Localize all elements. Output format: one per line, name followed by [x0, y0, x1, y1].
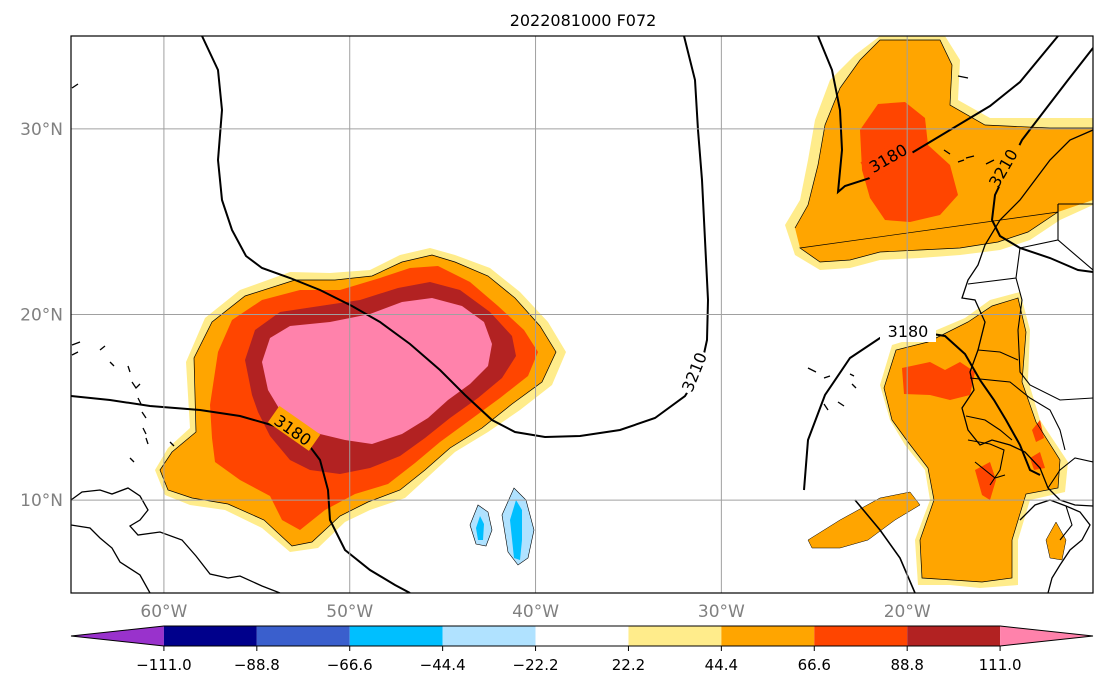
anomaly-blob-central — [155, 248, 566, 552]
colorbar-segment — [163, 626, 257, 646]
colorbar-segment — [1000, 626, 1093, 646]
colorbar-tick-label: −22.2 — [513, 656, 559, 674]
coast-canary-1 — [943, 149, 951, 155]
coast-island-13 — [71, 83, 79, 89]
lon-tick-label: 40°W — [512, 602, 559, 622]
coast-island-9 — [142, 427, 147, 435]
coast-capeverde-3 — [849, 373, 855, 377]
blob-ne-band-44 — [795, 40, 1093, 262]
contour-3180-west — [71, 395, 411, 593]
coast-island-11 — [129, 457, 135, 463]
coast-island-1 — [71, 341, 81, 346]
colorbar-tick-label: 88.8 — [890, 656, 923, 674]
coast-island-2 — [71, 351, 79, 356]
colorbar-tick-label: −88.8 — [234, 656, 280, 674]
coast-island-3 — [99, 345, 106, 351]
colorbar-tick-label: 66.6 — [798, 656, 831, 674]
neg-blob-1-inner — [476, 516, 484, 540]
contour-3180-se — [803, 330, 1041, 491]
coast-capeverde-2 — [823, 375, 831, 379]
lat-tick-label: 20°N — [20, 306, 63, 326]
figure-title: 2022081000 F072 — [510, 11, 657, 30]
blob-se-band-66a — [902, 362, 975, 400]
border-6 — [977, 349, 1019, 361]
border-9 — [967, 439, 1005, 486]
colorbar-segment — [349, 626, 443, 646]
blob-small-band-right — [1045, 521, 1067, 561]
blob-central-band-111 — [262, 298, 492, 444]
colorbar-segment — [256, 626, 350, 646]
lon-tick-label: 30°W — [698, 602, 745, 622]
colorbar-segment — [535, 626, 629, 646]
colorbar-tick-label: −44.4 — [420, 656, 466, 674]
contour-3210-ne — [990, 47, 1093, 273]
coast-gulf-guinea — [1019, 499, 1091, 593]
border-5 — [1015, 277, 1093, 401]
colorbar-tick-label: −66.6 — [327, 656, 373, 674]
coast-island-5 — [127, 365, 131, 373]
colorbar-segment — [814, 626, 908, 646]
border-11 — [1047, 457, 1093, 489]
coast-island-12 — [169, 441, 175, 447]
border-12 — [1059, 505, 1073, 541]
coast-capeverde-4 — [851, 383, 857, 389]
border-10 — [974, 461, 1006, 479]
map-frame — [70, 35, 1094, 594]
blob-se-band-66d — [1030, 452, 1045, 470]
coast-canary-3 — [965, 155, 975, 159]
lon-tick-label: 60°W — [140, 602, 187, 622]
anomaly-negative-small — [469, 487, 535, 566]
border-8 — [965, 415, 1013, 441]
contour-label-3180-se: 3180 — [888, 322, 929, 341]
colorbar-segment — [721, 626, 815, 646]
coast-capeverde-5 — [823, 403, 829, 411]
blob-se-band-66b — [975, 462, 996, 500]
coast-nw-africa — [961, 129, 1093, 507]
colorbar-tick-label: 111.0 — [979, 656, 1022, 674]
coast-island-4 — [109, 361, 115, 367]
coast-island-8 — [141, 411, 147, 419]
border-3 — [1019, 239, 1093, 271]
coast-madeira — [957, 75, 969, 79]
coast-island-6 — [131, 381, 141, 390]
lon-tick-label: 50°W — [326, 602, 373, 622]
coast-island-10 — [145, 437, 149, 445]
colorbar-tick-label: 44.4 — [705, 656, 738, 674]
coast-island-7 — [137, 397, 142, 405]
coastlines — [71, 75, 1093, 593]
coast-capeverde-6 — [837, 401, 845, 407]
colorbar-tick-label: −111.0 — [136, 656, 192, 674]
blob-ne-band-66 — [860, 102, 958, 222]
anomaly-blob-northeast — [785, 36, 1093, 270]
anomaly-outlines — [159, 39, 1093, 583]
coast-canary-2 — [957, 159, 965, 163]
coast-south-america — [71, 487, 281, 593]
border-7 — [969, 377, 1066, 451]
anomaly-blob-southeast — [807, 292, 1068, 588]
coast-capeverde-1 — [807, 367, 817, 373]
coast-canary-4 — [985, 159, 995, 165]
gridlines — [71, 36, 1093, 593]
colorbar-segment — [71, 626, 164, 646]
colorbar-tick-label: 22.2 — [612, 656, 645, 674]
blob-se-band-66c — [1032, 420, 1044, 442]
contour-3210-west — [201, 36, 710, 439]
neg-blob-2-inner — [510, 500, 522, 560]
colorbar-segment — [442, 626, 536, 646]
axis-labels: 60°W 50°W 40°W 30°W 20°W 10°N 20°N 30°N — [20, 120, 931, 622]
colorbar-segment — [628, 626, 722, 646]
lon-tick-label: 20°W — [884, 602, 931, 622]
colorbar: −111.0 −88.8 −66.6 −44.4 −22.2 22.2 44.4 66.6 88… — [70, 625, 1094, 674]
coast-south-america-2 — [71, 524, 151, 593]
lat-tick-label: 30°N — [20, 120, 63, 140]
lat-tick-label: 10°N — [20, 491, 63, 511]
map-area: 3180 3210 3180 3210 3180 — [71, 36, 1093, 593]
colorbar-segment — [907, 626, 1001, 646]
